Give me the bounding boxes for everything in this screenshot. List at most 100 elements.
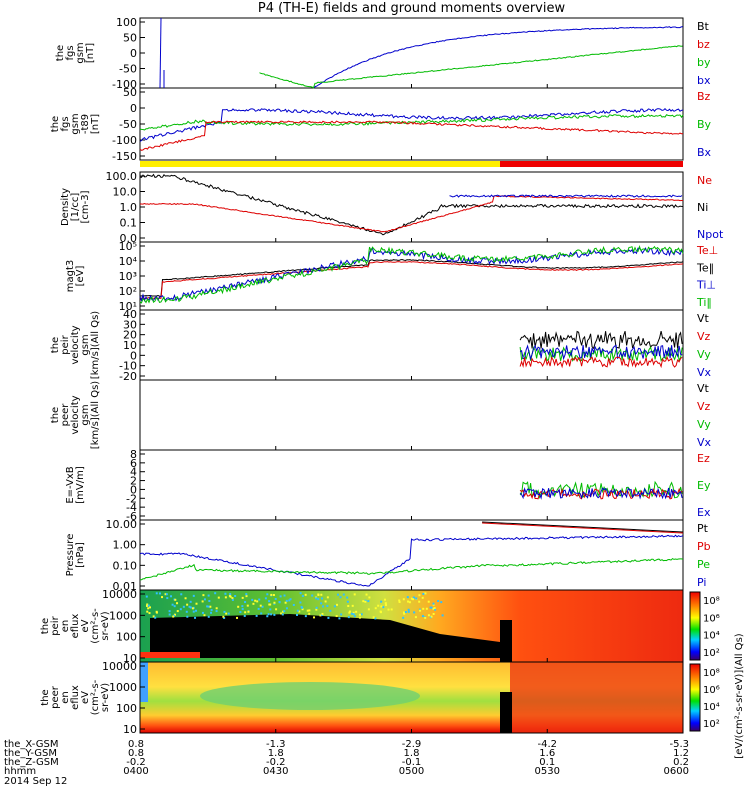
ytick-label-efield: -6 [126, 510, 137, 523]
ylabel-line: [km/s](All Qs) [90, 311, 101, 379]
series-by [259, 45, 683, 89]
ylabel-density: Density [1/cc] [cm-3] [60, 188, 91, 226]
ylabel-peer_velocity: the peer velocity gsm [km/s](All Qs) [50, 381, 101, 449]
ylabel-temperature: magt3 [eV] [65, 260, 86, 293]
peer-green-core [200, 682, 420, 710]
xaxis-x-value: -1.3 [266, 739, 286, 750]
ylabel-line: the [50, 407, 61, 423]
ytick-label-peir_velocity: 20 [123, 329, 137, 342]
ytick-label-temperature: 10³ [119, 270, 137, 283]
ylabel-line: -t89 [80, 114, 91, 134]
ytick-label-peir_eflux: 1000 [109, 609, 137, 622]
xaxis-x-value: 0.8 [128, 739, 144, 750]
ylabel-line: fgs [60, 116, 71, 131]
ylabel-line: Pressure [65, 534, 76, 577]
ylabel-pressure: Pressure [nPa] [65, 534, 86, 577]
ytick-label-fgs_dipole: -150 [112, 150, 137, 163]
series-Bx [139, 108, 684, 142]
ylabel-line: gsm [80, 404, 91, 425]
ytick-label-density: 0.1 [120, 217, 138, 230]
peir-bottom-band [140, 652, 200, 658]
xaxis-z-value: -0.2 [266, 757, 286, 768]
legend-pressure-Pe: Pe [697, 558, 710, 571]
ytick-label-peer_eflux: 1000 [109, 681, 137, 694]
ylabel-line: the [40, 689, 51, 705]
ytick-label-density: 100.0 [106, 170, 138, 183]
legend-density-Ni: Ni [697, 201, 708, 214]
ylabel-line: [mV/m] [75, 466, 86, 504]
ylabel-line: peir [50, 615, 61, 635]
legend-temperature-Ti‖: Ti‖ [696, 296, 712, 309]
ytick-label-fgs_dipole: -100 [112, 134, 137, 147]
series-Pe [140, 557, 684, 581]
peir-spectrogram [140, 590, 683, 662]
series-Pb [482, 522, 684, 534]
legend-peer_velocity-Vx: Vx [697, 436, 712, 449]
peer-gap [500, 692, 512, 733]
xaxis-time-value: 0400 [123, 766, 148, 777]
ytick-label-pressure: 10.00 [106, 518, 138, 531]
ytick-label-pressure: 1.00 [113, 539, 138, 552]
colorbar-label: [eV/(cm²-s-sr-eV)](All Qs) [734, 633, 745, 758]
ylabel-line: gsm [80, 334, 91, 355]
xaxis-row-label: the_Z-GSM [4, 757, 59, 768]
ylabel-line: (cm²-s- [90, 608, 101, 644]
ylabel-line: gsm [70, 113, 81, 134]
ylabel-peir_velocity: the peir velocity gsm [km/s](All Qs) [50, 311, 101, 379]
xaxis-y-value: 1.6 [539, 748, 555, 759]
legend-peer_velocity-Vt: Vt [697, 382, 710, 395]
legend-temperature-Te‖: Te‖ [696, 261, 714, 274]
ylabel-line: en [60, 691, 71, 704]
series-Te-par [139, 259, 684, 297]
legend-peir_velocity-Vx: Vx [697, 366, 712, 379]
ytick-label-peir_velocity: 10 [123, 339, 137, 352]
series-Vx [519, 344, 683, 361]
legend-peer_velocity-Vy: Vy [697, 418, 711, 431]
legend-efield-Ez: Ez [697, 452, 710, 465]
ytick-label-peir_eflux: 10 [123, 652, 137, 665]
xaxis-z-value: -0.2 [126, 757, 146, 768]
ytick-label-peir_eflux: 10000 [102, 588, 137, 601]
ylabel-line: [nPa] [75, 542, 86, 568]
ytick-label-density: 10.0 [113, 186, 138, 199]
ytick-label-density: 1.0 [120, 201, 138, 214]
xaxis-row-label: the_Y-GSM [4, 748, 57, 759]
ylabel-line: gsm [75, 42, 86, 63]
peer-red-region [510, 662, 683, 733]
ytick-label-peer_eflux: 10 [123, 723, 137, 736]
legend-fgs_dipole-Bx: Bx [697, 146, 712, 159]
ytick-label-peir_eflux: 100 [116, 631, 137, 644]
ylabel-line: sr-eV) [100, 683, 111, 712]
ylabel-line: peer [50, 685, 61, 709]
series-Bz [139, 120, 684, 151]
ytick-label-fgs_dipole: -50 [119, 118, 137, 131]
peir-low-counts [150, 614, 500, 658]
ylabel-line: the [40, 618, 51, 634]
ytick-label-peer_eflux: 100 [116, 702, 137, 715]
legend-pressure-Pi: Pi [697, 576, 706, 589]
chart-title: P4 (TH-E) fields and ground moments over… [257, 1, 566, 16]
xaxis-y-value: 1.8 [268, 748, 284, 759]
ylabel-peir_eflux: the peir en eflux eV (cm²-s-sr-eV) [40, 608, 111, 644]
ytick-label-peir_velocity: 0 [130, 349, 137, 362]
ylabel-line: E=-VxB [65, 466, 76, 503]
series-Ez [519, 487, 683, 500]
ylabel-line: the [55, 45, 66, 61]
colorbar-peer-tick: 10⁸ [703, 668, 720, 679]
legend-temperature-Ti⊥: Ti⊥ [696, 279, 716, 292]
xaxis-time-value: 0430 [263, 766, 288, 777]
ytick-label-efield: 4 [130, 466, 137, 479]
colorbar-peir-tick: 10² [703, 648, 720, 659]
legend-peer_velocity-Vz: Vz [697, 400, 711, 413]
ylabel-line: peer [60, 403, 71, 427]
ylabel-line: peir [60, 334, 71, 354]
series-Ne [140, 195, 684, 233]
series-Te-perp [139, 261, 684, 299]
legend-density-Ne: Ne [697, 174, 712, 187]
state-bar-yellow [140, 161, 500, 167]
ylabel-line: eflux [70, 614, 81, 639]
ylabel-line: (cm²-s- [90, 679, 101, 715]
panel-frame-pressure [139, 519, 684, 591]
ylabel-fgs_dipole: the fgs gsm -t89 [nT] [50, 113, 101, 134]
ytick-label-pressure: 0.01 [113, 580, 138, 593]
